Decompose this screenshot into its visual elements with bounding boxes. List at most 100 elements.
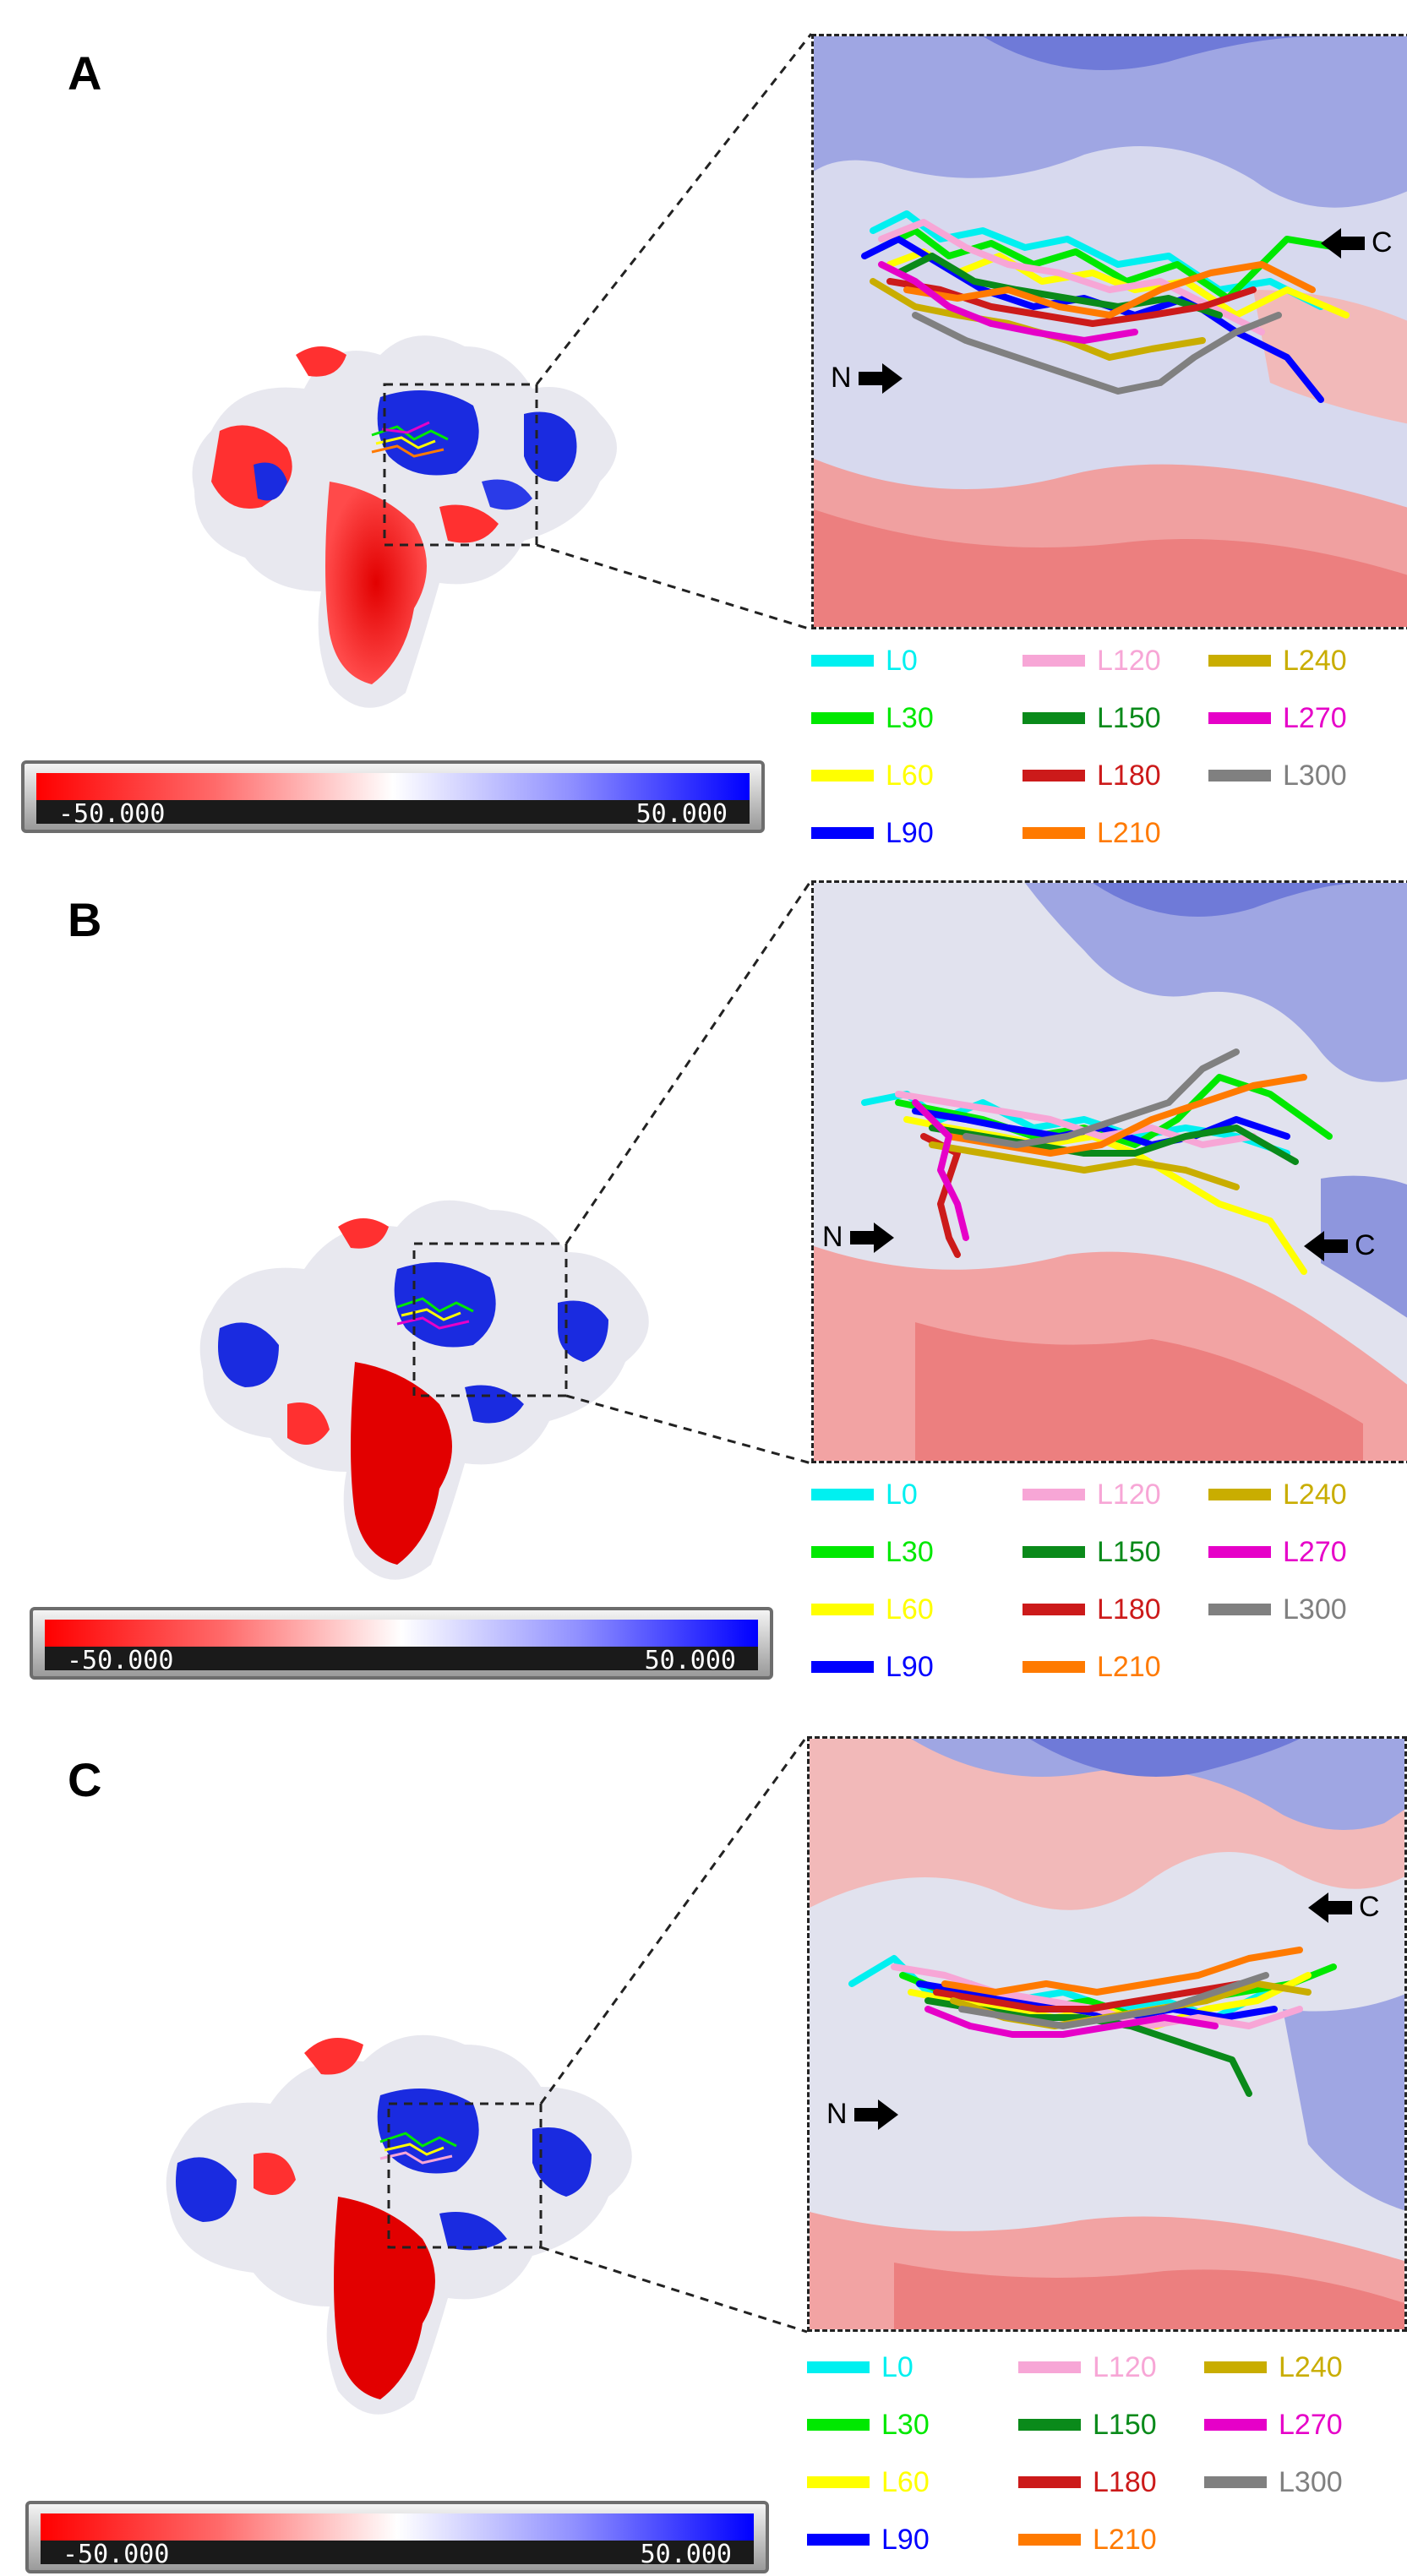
legend-swatch [807, 2476, 870, 2488]
legend-item: L0 [811, 1476, 918, 1513]
right-arrow-icon [849, 1222, 894, 1253]
legend-item: L300 [1208, 757, 1347, 794]
legend-item: L180 [1023, 757, 1161, 794]
colorbar-max: 50.000 [635, 799, 728, 829]
zoom-inset: N C [811, 880, 1407, 1463]
legend-swatch [1023, 1661, 1085, 1673]
legend-swatch [1023, 1489, 1085, 1500]
legend-label: L120 [1097, 644, 1161, 677]
legend-label: L240 [1283, 1478, 1347, 1511]
colorbar-gradient [45, 1620, 758, 1647]
legend-item: L90 [811, 814, 934, 852]
legend-swatch [1018, 2534, 1081, 2546]
trajectory-legend: L0 L30 L60 L90 L120 L150 L180 L210 L240 L270 L300 [807, 2349, 1399, 2556]
legend-label: L210 [1093, 2523, 1157, 2556]
n-terminus-label: N [831, 362, 903, 395]
colorbar-label-strip [45, 1647, 758, 1670]
legend-label: L0 [881, 2350, 913, 2383]
legend-swatch [807, 2534, 870, 2546]
protein-surface [199, 1200, 649, 1580]
legend-label: L150 [1097, 1535, 1161, 1568]
legend-item: L30 [811, 700, 934, 737]
legend-swatch [1018, 2419, 1081, 2431]
panel-b: B [0, 847, 1407, 1691]
legend-label: L90 [881, 2523, 930, 2556]
legend-swatch [1208, 1489, 1271, 1500]
legend-item: L60 [807, 2464, 930, 2501]
legend-label: L300 [1279, 2465, 1343, 2498]
legend-label: L150 [1097, 701, 1161, 734]
legend-label: L180 [1093, 2465, 1157, 2498]
legend-swatch [1023, 1546, 1085, 1558]
n-label-text: N [822, 1221, 843, 1253]
legend-item: L300 [1204, 2464, 1343, 2501]
legend-item: L60 [811, 1591, 934, 1628]
legend-item: L90 [811, 1648, 934, 1686]
legend-item: L210 [1023, 814, 1161, 852]
legend-swatch [1208, 1546, 1271, 1558]
right-arrow-icon [853, 2099, 898, 2130]
legend-label: L90 [886, 1650, 934, 1683]
legend-label: L30 [881, 2408, 930, 2441]
legend-item: L150 [1023, 1533, 1161, 1571]
c-label-text: C [1359, 1891, 1380, 1923]
legend-swatch [811, 1604, 874, 1615]
c-terminus-label: C [1308, 1891, 1380, 1924]
n-terminus-label: N [822, 1221, 894, 1254]
colorbar-max: 50.000 [644, 1646, 736, 1675]
c-terminus-label: C [1304, 1229, 1376, 1262]
legend-label: L60 [881, 2465, 930, 2498]
left-arrow-icon [1304, 1230, 1348, 1261]
legend-label: L210 [1097, 816, 1161, 849]
legend-item: L90 [807, 2521, 930, 2558]
c-terminus-label: C [1321, 226, 1393, 259]
legend-swatch [811, 770, 874, 782]
legend-item: L180 [1018, 2464, 1157, 2501]
legend-label: L0 [886, 644, 918, 677]
electrostatic-colorbar: -50.000 50.000 [25, 2501, 769, 2573]
legend-swatch [1204, 2419, 1267, 2431]
legend-label: L120 [1093, 2350, 1157, 2383]
legend-swatch [1023, 770, 1085, 782]
legend-item: L180 [1023, 1591, 1161, 1628]
legend-swatch [811, 1489, 874, 1500]
electrostatic-colorbar: -50.000 50.000 [21, 760, 765, 833]
legend-swatch [811, 1546, 874, 1558]
colorbar-min: -50.000 [58, 799, 166, 829]
legend-item: L120 [1023, 642, 1161, 679]
legend-label: L180 [1097, 759, 1161, 792]
legend-label: L60 [886, 759, 934, 792]
legend-item: L210 [1023, 1648, 1161, 1686]
legend-label: L240 [1279, 2350, 1343, 2383]
legend-label: L120 [1097, 1478, 1161, 1511]
legend-swatch [1018, 2476, 1081, 2488]
legend-item: L270 [1208, 1533, 1347, 1571]
legend-label: L60 [886, 1593, 934, 1626]
legend-swatch [807, 2361, 870, 2373]
zoom-inset: N C [811, 34, 1407, 629]
trajectory-legend: L0 L30 L60 L90 L120 L150 L180 L210 L240 L270 L300 [811, 642, 1403, 849]
zoom-connector-lines [412, 880, 813, 1465]
legend-swatch [807, 2419, 870, 2431]
colorbar-max: 50.000 [640, 2540, 732, 2569]
legend-swatch [1018, 2361, 1081, 2373]
zoom-connector-lines [387, 1735, 809, 2334]
legend-item: L0 [811, 642, 918, 679]
legend-label: L150 [1093, 2408, 1157, 2441]
legend-swatch [1023, 1604, 1085, 1615]
legend-item: L300 [1208, 1591, 1347, 1628]
left-arrow-icon [1321, 227, 1365, 259]
right-arrow-icon [858, 362, 903, 394]
legend-label: L270 [1279, 2408, 1343, 2441]
legend-swatch [1208, 712, 1271, 724]
legend-item: L60 [811, 757, 934, 794]
zoom-inset: N C [807, 1736, 1407, 2332]
legend-label: L90 [886, 816, 934, 849]
zoom-surface [814, 883, 1407, 1461]
n-terminus-label: N [826, 2098, 898, 2131]
zoom-connector-lines [383, 33, 813, 631]
legend-label: L0 [886, 1478, 918, 1511]
legend-swatch [1023, 827, 1085, 839]
legend-item: L270 [1204, 2406, 1343, 2443]
